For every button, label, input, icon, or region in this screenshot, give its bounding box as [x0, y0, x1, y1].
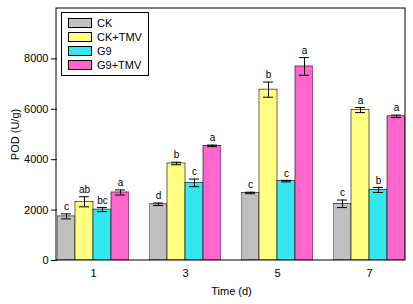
svg-text:bc: bc	[97, 195, 108, 206]
svg-text:a: a	[210, 132, 216, 143]
svg-text:0: 0	[42, 254, 48, 266]
html-text:G9: G9	[97, 45, 112, 57]
svg-text:POD (U/g): POD (U/g)	[9, 109, 21, 160]
svg-text:8000: 8000	[24, 52, 48, 64]
svg-text:4000: 4000	[24, 153, 48, 165]
html-text:G9+TMV: G9+TMV	[97, 59, 142, 71]
svg-text:Time (d): Time (d)	[211, 285, 252, 297]
svg-text:c: c	[192, 166, 197, 177]
svg-text:c: c	[340, 187, 345, 198]
svg-text:c: c	[284, 168, 289, 179]
svg-text:a: a	[302, 45, 308, 56]
svg-text:ab: ab	[79, 184, 91, 195]
svg-text:a: a	[118, 177, 124, 188]
svg-text:5: 5	[274, 267, 280, 279]
svg-text:2000: 2000	[24, 204, 48, 216]
svg-text:b: b	[174, 149, 180, 160]
svg-text:a: a	[394, 102, 400, 113]
svg-text:3: 3	[182, 267, 188, 279]
html-text:CK: CK	[97, 17, 113, 29]
svg-text:a: a	[358, 95, 364, 106]
html-text:CK+TMV: CK+TMV	[97, 31, 142, 43]
svg-text:d: d	[156, 190, 162, 201]
svg-text:b: b	[266, 69, 272, 80]
svg-text:b: b	[376, 175, 382, 186]
svg-text:6000: 6000	[24, 103, 48, 115]
svg-text:c: c	[64, 201, 69, 212]
svg-text:1: 1	[90, 267, 96, 279]
svg-text:c: c	[248, 179, 253, 190]
svg-text:7: 7	[366, 267, 372, 279]
